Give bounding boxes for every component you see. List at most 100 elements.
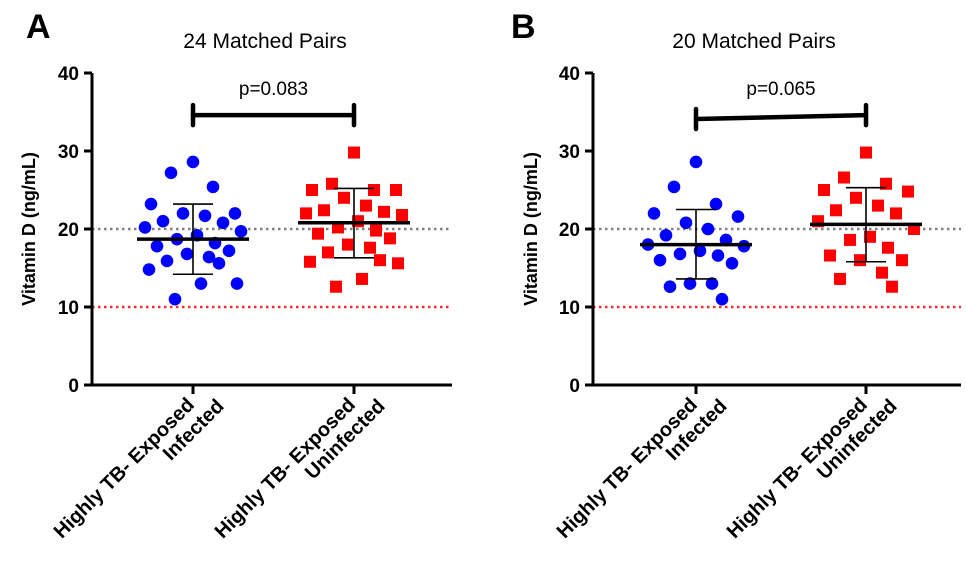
data-point-square [312, 227, 324, 240]
data-point-circle [142, 263, 156, 276]
data-point-square [322, 246, 334, 259]
data-point-circle [234, 225, 248, 238]
data-point-circle [679, 216, 693, 230]
data-point-square [364, 241, 376, 254]
category-label-line1: Highly TB- Exposed [553, 394, 702, 543]
data-point-square [304, 255, 316, 268]
data-point-circle [202, 250, 216, 264]
data-point-circle [138, 221, 152, 234]
data-point-square [876, 266, 888, 279]
data-point-circle [180, 247, 194, 261]
data-point-circle [194, 277, 208, 290]
data-point-circle [689, 155, 703, 169]
data-point-circle [168, 292, 182, 306]
data-point-square [356, 272, 368, 285]
data-point-circle [663, 280, 677, 294]
data-point-square [306, 184, 318, 196]
data-point-square [300, 207, 312, 220]
data-point-square [890, 207, 902, 220]
data-point-square [886, 280, 898, 293]
data-point-square [342, 238, 354, 251]
data-point-square [844, 233, 856, 246]
data-point-square [850, 191, 862, 204]
y-axis-label: Vitamin D (ng/mL) [521, 152, 541, 306]
chart-title: 24 Matched Pairs [183, 30, 346, 53]
data-point-square [392, 257, 404, 270]
data-point-circle [693, 244, 707, 258]
data-point-square [378, 205, 390, 218]
infected-points [641, 155, 751, 306]
data-point-circle [647, 207, 661, 220]
data-point-square [882, 241, 894, 254]
data-point-circle [667, 180, 681, 194]
data-point-circle [715, 292, 729, 306]
data-point-circle [212, 257, 226, 270]
data-point-square [396, 208, 408, 221]
data-point-square [360, 199, 372, 212]
infected-points [138, 155, 248, 306]
data-point-square [390, 184, 402, 196]
y-tick-label: 30 [58, 142, 79, 163]
data-point-square [864, 230, 876, 243]
y-tick-label: 40 [58, 64, 79, 85]
data-point-circle [228, 207, 242, 220]
data-point-circle [150, 239, 164, 253]
significance-bracket [693, 112, 869, 122]
p-value-label: p=0.083 [239, 79, 308, 100]
data-point-square [838, 171, 850, 184]
data-point-circle [144, 197, 158, 211]
data-point-circle [653, 253, 667, 267]
data-point-circle [156, 214, 170, 228]
data-point-square [880, 177, 892, 190]
y-tick-label: 0 [68, 376, 79, 397]
y-tick-label: 40 [559, 64, 580, 85]
data-point-square [348, 146, 360, 159]
panel-a: A 24 Matched Pairs Vitamin D (ng/mL) 0 10 20 3… [19, 8, 452, 543]
data-point-circle [230, 277, 244, 290]
y-tick-label: 20 [58, 220, 79, 241]
data-point-circle [725, 257, 739, 270]
panel-letter: B [511, 8, 536, 46]
y-tick-label: 20 [559, 220, 580, 241]
data-point-circle [683, 277, 697, 290]
data-point-square [818, 184, 830, 196]
data-point-square [834, 272, 846, 285]
data-point-square [374, 254, 386, 267]
y-tick-label: 10 [58, 298, 79, 319]
y-axis-label: Vitamin D (ng/mL) [19, 152, 39, 306]
uninfected-points [300, 146, 408, 293]
data-point-square [896, 254, 908, 267]
data-point-circle [222, 244, 236, 258]
data-point-circle [701, 222, 715, 236]
data-point-circle [164, 166, 178, 180]
panel-b: B 20 Matched Pairs Vitamin D (ng/mL) 0 10 20 3… [511, 8, 961, 543]
panel-letter: A [26, 8, 51, 46]
data-point-circle [711, 249, 725, 262]
data-point-square [860, 146, 872, 159]
chart-title: 20 Matched Pairs [672, 30, 835, 53]
data-point-square [338, 191, 350, 204]
data-point-square [902, 185, 914, 198]
data-point-square [854, 254, 866, 267]
data-point-circle [659, 228, 673, 242]
data-point-square [824, 249, 836, 262]
data-point-circle [206, 180, 220, 194]
category-label-line1: Highly TB- Exposed [211, 394, 360, 543]
data-point-square [368, 184, 380, 196]
data-point-circle [673, 247, 687, 261]
p-value-label: p=0.065 [746, 79, 815, 100]
data-point-square [830, 204, 842, 217]
data-point-circle [709, 197, 723, 211]
data-point-circle [198, 209, 212, 223]
y-tick-label: 10 [559, 298, 580, 319]
y-tick-label: 0 [569, 376, 580, 397]
data-point-circle [186, 155, 200, 169]
data-point-square [318, 204, 330, 217]
y-tick-label: 30 [559, 142, 580, 163]
data-point-circle [731, 210, 745, 223]
data-point-square [326, 177, 338, 190]
